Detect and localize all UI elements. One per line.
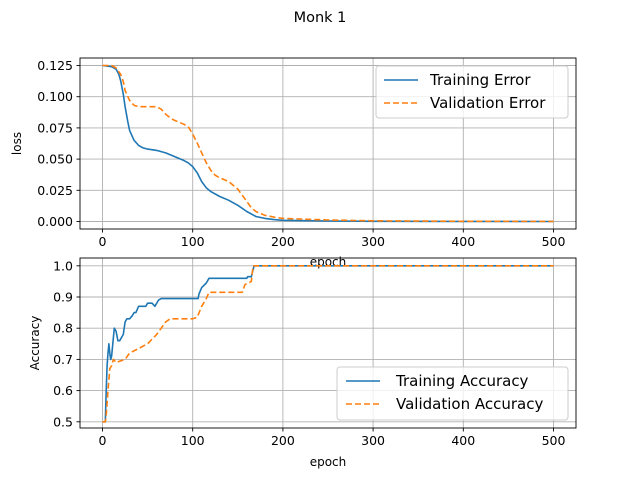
loss-x-tick-label: 100 bbox=[181, 234, 205, 249]
loss-series-line-training bbox=[102, 64, 554, 223]
accuracy-x-tick-label: 200 bbox=[271, 433, 295, 448]
accuracy-x-tick-label: 100 bbox=[181, 433, 205, 448]
loss-series-line-validation bbox=[102, 64, 554, 223]
accuracy-x-tick-label: 400 bbox=[451, 433, 475, 448]
figure-suptitle: Monk 1 bbox=[294, 10, 347, 26]
loss-y-tick-label: 0.050 bbox=[37, 152, 73, 167]
loss-legend-label-validation: Validation Error bbox=[430, 94, 546, 112]
loss-x-tick-label: 200 bbox=[271, 234, 295, 249]
loss-ticks: 0 100 200 300 400 500 0.000 0.025 0.050 0.075 0.10… bbox=[37, 58, 565, 249]
accuracy-x-tick-label: 0 bbox=[99, 433, 107, 448]
loss-y-axis-label: loss bbox=[10, 132, 24, 155]
accuracy-y-tick-label: 0.8 bbox=[53, 321, 73, 336]
loss-subplot: 0 100 200 300 400 500 0.000 0.025 0.050 0.075 0.10… bbox=[10, 57, 577, 269]
accuracy-x-tick-label: 300 bbox=[361, 433, 385, 448]
accuracy-series-line-validation bbox=[102, 264, 554, 423]
accuracy-y-axis-label: Accuracy bbox=[28, 316, 42, 371]
accuracy-x-axis-label: epoch bbox=[310, 455, 347, 469]
accuracy-y-tick-label: 0.6 bbox=[53, 383, 73, 398]
loss-axes-frame bbox=[79, 57, 577, 230]
accuracy-axes-frame bbox=[79, 257, 577, 429]
loss-x-tick-label: 0 bbox=[99, 234, 107, 249]
loss-legend-frame bbox=[375, 65, 569, 119]
accuracy-x-tick-label: 500 bbox=[542, 433, 566, 448]
accuracy-legend-frame bbox=[336, 366, 569, 421]
loss-y-tick-label: 0.100 bbox=[37, 89, 73, 104]
loss-y-tick-label: 0.125 bbox=[37, 58, 73, 73]
accuracy-y-tick-label: 0.9 bbox=[53, 290, 73, 305]
loss-x-tick-label: 300 bbox=[361, 234, 385, 249]
accuracy-legend-label-validation: Validation Accuracy bbox=[396, 395, 543, 413]
accuracy-legend: Training Accuracy Validation Accuracy bbox=[336, 366, 569, 421]
accuracy-y-tick-label: 1.0 bbox=[53, 258, 73, 273]
loss-y-tick-label: 0.075 bbox=[37, 120, 73, 135]
loss-y-tick-label: 0.000 bbox=[37, 214, 73, 229]
loss-legend-label-training: Training Error bbox=[429, 71, 531, 89]
accuracy-series-line-training bbox=[102, 264, 554, 423]
loss-x-tick-label: 400 bbox=[451, 234, 475, 249]
loss-x-tick-label: 500 bbox=[542, 234, 566, 249]
loss-y-tick-label: 0.025 bbox=[37, 183, 73, 198]
accuracy-subplot: 0 100 200 300 400 500 0.5 0.6 0.7 0.8 0.9 1.0 epoch… bbox=[28, 257, 577, 469]
accuracy-ticks: 0 100 200 300 400 500 0.5 0.6 0.7 0.8 0.9 1.0 bbox=[53, 258, 565, 448]
accuracy-y-tick-label: 0.7 bbox=[53, 352, 73, 367]
accuracy-legend-label-training: Training Accuracy bbox=[395, 372, 529, 390]
loss-lines bbox=[102, 64, 554, 223]
accuracy-y-tick-label: 0.5 bbox=[53, 414, 73, 429]
accuracy-lines bbox=[102, 264, 554, 423]
loss-legend: Training Error Validation Error bbox=[375, 65, 569, 119]
loss-x-axis-label: epoch bbox=[310, 255, 347, 269]
